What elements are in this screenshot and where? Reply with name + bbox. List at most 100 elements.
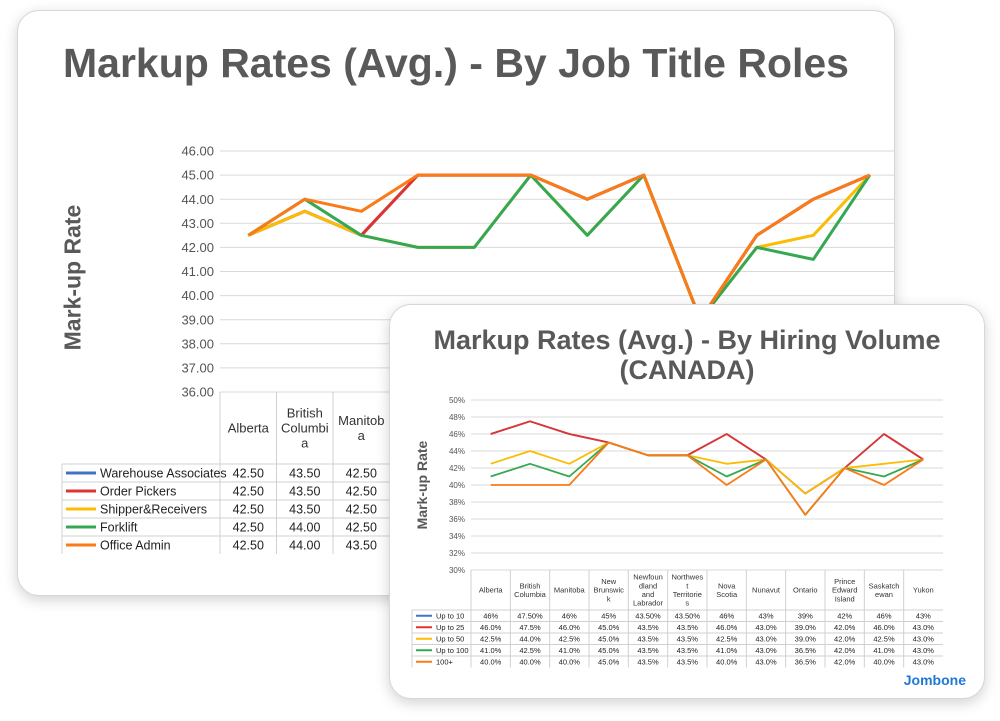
table-cell: 42.50 <box>233 539 264 553</box>
table-cell: 41.0% <box>559 646 581 655</box>
legend-label: Up to 10 <box>436 611 464 620</box>
table-cell: 47.5% <box>519 623 541 632</box>
y-tick-label: 38.00 <box>181 336 214 351</box>
table-cell: 42.5% <box>559 634 581 643</box>
table-cell: 42.0% <box>834 623 856 632</box>
y-tick-label: 42.00 <box>181 240 214 255</box>
table-cell: 39.0% <box>795 634 817 643</box>
category-label: Nunavut <box>752 586 781 595</box>
table-cell: 43.50% <box>635 611 661 620</box>
table-cell: 46% <box>876 611 891 620</box>
table-cell: 46% <box>483 611 498 620</box>
table-cell: 42.0% <box>834 657 856 666</box>
legend-label: 100+ <box>436 657 454 666</box>
series-line-up-to-50 <box>490 441 924 495</box>
legend-label: Order Pickers <box>100 485 176 499</box>
table-cell: 46.0% <box>873 623 895 632</box>
table-cell: 41.0% <box>480 646 502 655</box>
table-cell: 43.5% <box>637 646 659 655</box>
table-cell: 43.5% <box>677 634 699 643</box>
y-tick-label: 32% <box>449 549 465 558</box>
table-cell: 42.5% <box>873 634 895 643</box>
y-tick-label: 34% <box>449 532 465 541</box>
table-cell: 43.0% <box>755 623 777 632</box>
table-cell: 43.0% <box>913 646 935 655</box>
series-line-office-admin <box>247 173 871 322</box>
table-cell: 46% <box>562 611 577 620</box>
table-cell: 44.00 <box>289 539 320 553</box>
category-label: Ontario <box>793 586 818 595</box>
legend-label: Up to 50 <box>436 634 464 643</box>
table-cell: 40.0% <box>873 657 895 666</box>
table-cell: 36.5% <box>795 646 817 655</box>
table-cell: 42.50 <box>233 485 264 499</box>
table-cell: 43.5% <box>637 657 659 666</box>
y-tick-label: 42% <box>449 464 465 473</box>
y-tick-label: 45.00 <box>181 168 214 183</box>
y-tick-label: 43.00 <box>181 216 214 231</box>
category-label: Newfoun dland and Labrador <box>633 573 664 608</box>
y-tick-label: 37.00 <box>181 360 214 375</box>
table-cell: 40.0% <box>559 657 581 666</box>
category-label: Manitoba <box>554 586 586 595</box>
table-cell: 45.0% <box>598 646 620 655</box>
category-label: Saskatch ewan <box>869 581 900 599</box>
series-line-up-to-10 <box>490 420 924 495</box>
category-label: Northwes t Territorie s <box>671 573 703 608</box>
table-cell: 41.0% <box>873 646 895 655</box>
y-tick-label: 50% <box>449 396 465 405</box>
series-line-forklift <box>247 173 872 322</box>
table-cell: 43.0% <box>755 646 777 655</box>
jombone-logo: Jombone <box>903 672 966 688</box>
category-label: New Brunswic k <box>593 577 624 603</box>
table-cell: 42.5% <box>716 634 738 643</box>
y-tick-label: 40% <box>449 481 465 490</box>
table-cell: 42.5% <box>519 646 541 655</box>
legend-label: Warehouse Associates <box>100 467 227 481</box>
series-line-up-to-100 <box>490 441 924 516</box>
series-lines <box>490 420 924 516</box>
y-tick-label: 46.00 <box>181 144 214 159</box>
table-cell: 41.0% <box>716 646 738 655</box>
table-cell: 42.50 <box>233 521 264 535</box>
y-tick-label: 44.00 <box>181 192 214 207</box>
hiring-volume-chart-card: Markup Rates (Avg.) - By Hiring Volume (… <box>389 304 985 699</box>
table-cell: 42.5% <box>480 634 502 643</box>
table-cell: 39.0% <box>795 623 817 632</box>
table-cell: 43.5% <box>677 657 699 666</box>
table-cell: 43.5% <box>677 623 699 632</box>
y-tick-label: 30% <box>449 566 465 575</box>
y-tick-label: 44% <box>449 447 465 456</box>
legend-label: Shipper&Receivers <box>100 503 207 517</box>
y-tick-label: 36.00 <box>181 385 214 400</box>
table-cell: 43.50 <box>289 485 320 499</box>
series-line-up-to-25 <box>490 420 924 495</box>
y-tick-label: 39.00 <box>181 312 214 327</box>
table-cell: 43% <box>916 611 931 620</box>
category-label: Prince Edward Island <box>832 577 857 603</box>
table-cell: 46.0% <box>716 623 738 632</box>
table-cell: 43.5% <box>637 623 659 632</box>
table-cell: 44.00 <box>289 521 320 535</box>
category-label: Alberta <box>479 586 504 595</box>
category-label: Alberta <box>228 421 270 436</box>
y-tick-label: 38% <box>449 498 465 507</box>
chart-title: Markup Rates (Avg.) - By Job Title Roles <box>63 40 849 86</box>
table-cell: 46.0% <box>559 623 581 632</box>
y-tick-label: 40.00 <box>181 288 214 303</box>
category-label: Nova Scotia <box>716 581 738 599</box>
table-cell: 43.50 <box>346 539 377 553</box>
table-cell: 43.5% <box>677 646 699 655</box>
table-cell: 42.50 <box>346 521 377 535</box>
legend-label: Forklift <box>100 521 138 535</box>
hiring-volume-line-chart: 30% 32% 34% 36% 38% 40% 42% 44% 46% 48% 50% Alberta… <box>411 396 943 668</box>
table-cell: 43% <box>758 611 773 620</box>
table-cell: 42.50 <box>233 503 264 517</box>
legend-label: Up to 100 <box>436 646 469 655</box>
chart-title: Markup Rates (Avg.) - By Hiring Volume (… <box>433 325 941 385</box>
table-cell: 43.0% <box>755 657 777 666</box>
table-cell: 43.0% <box>913 634 935 643</box>
